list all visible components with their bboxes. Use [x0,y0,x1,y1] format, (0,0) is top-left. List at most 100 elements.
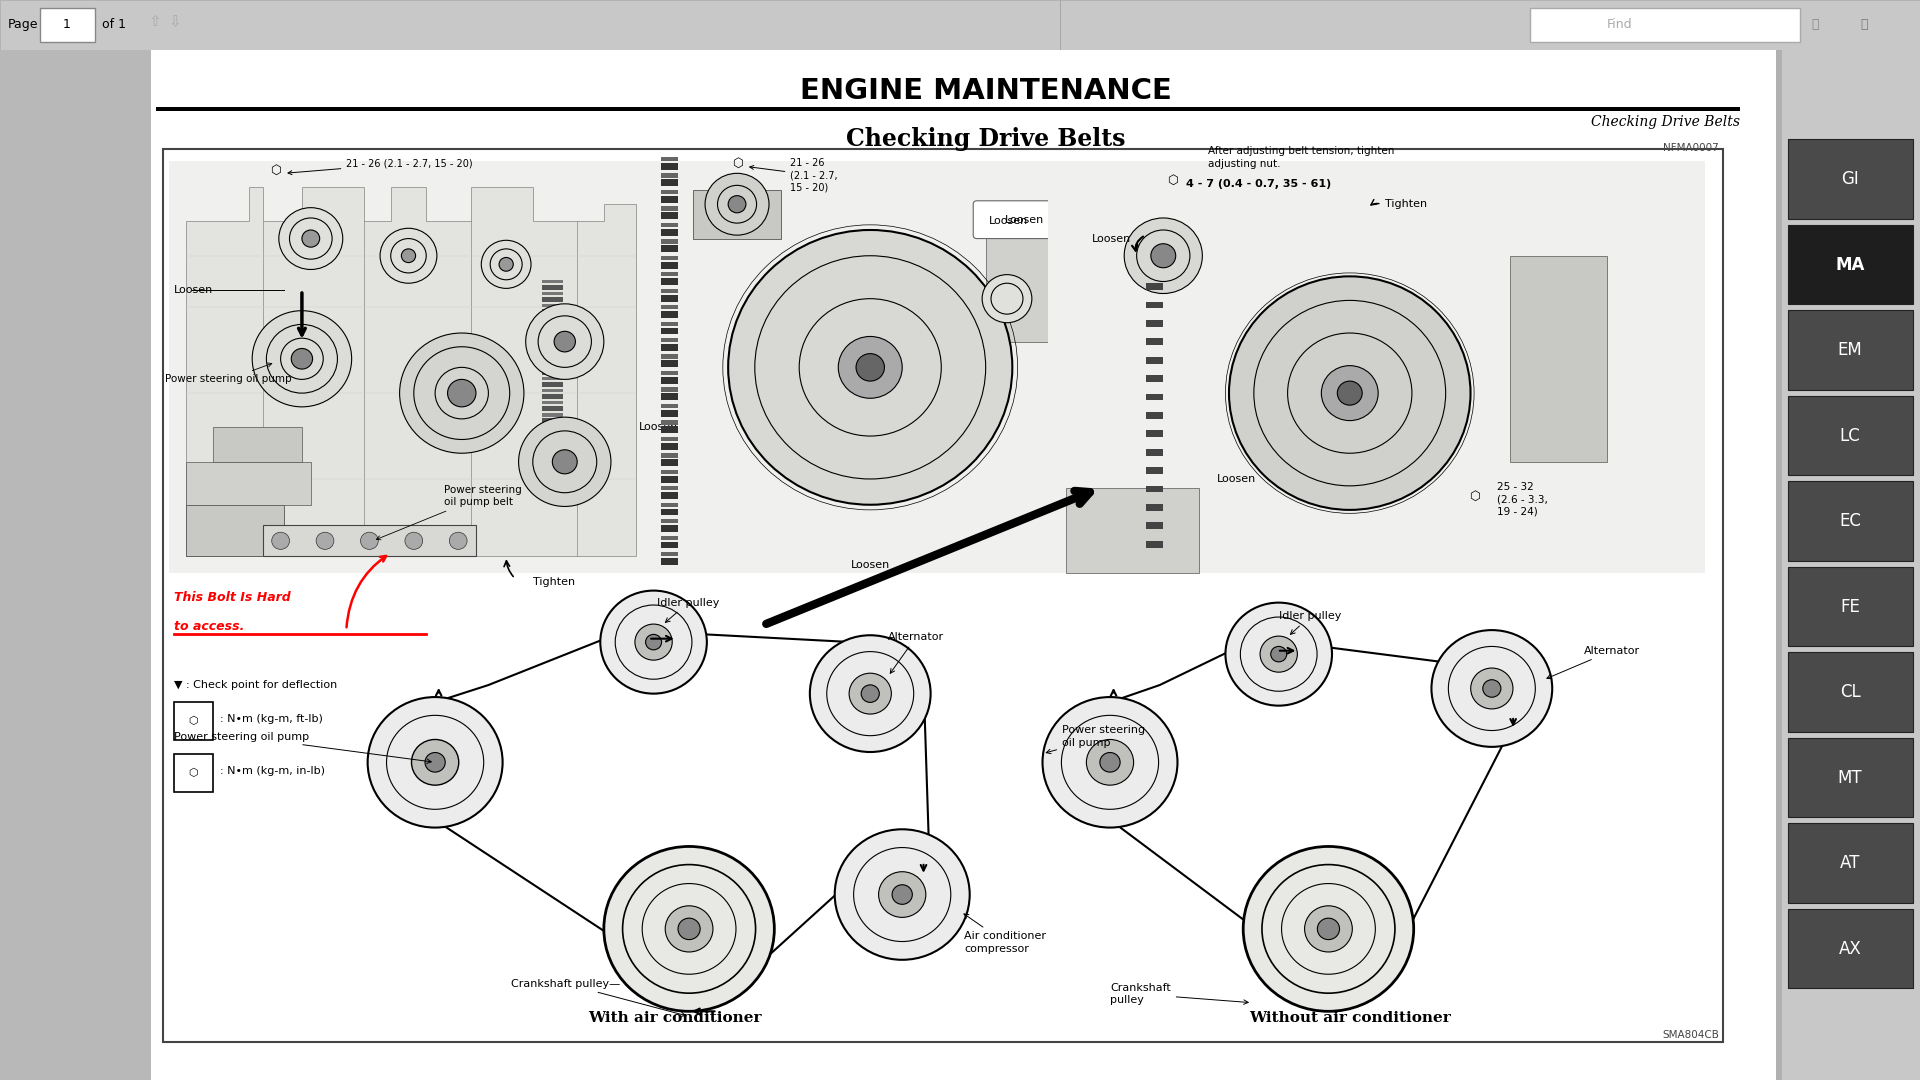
Bar [660,427,678,433]
Bar [660,327,678,335]
Bar [1788,823,1912,903]
Bar [660,404,678,408]
Bar [660,519,678,524]
Circle shape [1317,918,1340,940]
Bar [660,536,678,540]
Circle shape [983,274,1031,323]
Bar [541,280,563,283]
Bar [660,288,678,293]
Bar [541,443,563,448]
Text: With air conditioner: With air conditioner [588,1011,762,1025]
Bar [660,195,678,203]
Text: 25 - 32
(2.6 - 3.3,
19 - 24): 25 - 32 (2.6 - 3.3, 19 - 24) [1498,482,1548,517]
Bar [660,459,678,467]
Text: Loosen: Loosen [1006,215,1044,225]
Bar [660,475,678,483]
Bar [660,245,678,252]
Bar [541,346,563,351]
Circle shape [1229,276,1471,510]
Bar [1788,310,1912,390]
Bar [541,401,563,404]
Bar [1146,486,1164,492]
Circle shape [399,333,524,454]
Text: ENGINE MAINTENANCE: ENGINE MAINTENANCE [801,77,1171,105]
Circle shape [849,673,891,714]
Bar [660,443,678,449]
Text: CL: CL [1839,683,1860,701]
Circle shape [1043,697,1177,827]
Text: : N•m (kg-m, in-lb): : N•m (kg-m, in-lb) [221,766,324,775]
Circle shape [728,230,1012,504]
Circle shape [1304,906,1352,951]
Circle shape [273,532,290,550]
Text: Loosen: Loosen [989,216,1029,227]
Circle shape [645,634,662,650]
Bar [1788,909,1912,988]
Circle shape [317,532,334,550]
Text: Idler pulley: Idler pulley [1279,611,1340,634]
Bar [175,702,213,740]
Text: LC: LC [1839,427,1860,445]
Text: Idler pulley: Idler pulley [657,597,720,622]
Circle shape [1150,244,1175,268]
Bar [660,174,678,178]
Text: of 1: of 1 [102,18,127,31]
Bar [175,754,213,792]
Bar [1146,320,1164,327]
Text: FE: FE [1839,597,1860,616]
Circle shape [1271,647,1286,662]
Bar [1146,375,1164,382]
Bar [660,229,678,235]
Circle shape [856,353,885,381]
Bar [541,426,563,429]
Bar [541,474,563,477]
Bar [541,334,563,338]
Circle shape [1260,636,1298,672]
Bar [541,340,563,343]
Bar [1146,504,1164,511]
Circle shape [1321,366,1379,420]
Circle shape [1225,603,1332,705]
Text: 🔍: 🔍 [1811,18,1818,31]
Bar [541,467,563,472]
Text: This Bolt Is Hard: This Bolt Is Hard [175,591,290,604]
Text: Loosen: Loosen [1092,233,1131,244]
Circle shape [424,753,445,772]
Circle shape [518,417,611,507]
Circle shape [862,685,879,702]
Circle shape [252,311,351,407]
Bar [660,213,678,219]
Circle shape [555,332,576,352]
Bar [1146,393,1164,401]
Bar [186,504,284,556]
Bar [985,221,1048,341]
Text: ⬡: ⬡ [188,768,198,778]
Bar [1788,225,1912,305]
Text: EM: EM [1837,341,1862,359]
Bar [541,365,563,368]
Text: ▼ : Check point for deflection: ▼ : Check point for deflection [175,680,338,690]
Bar [1146,338,1164,346]
Bar [660,525,678,532]
Bar [1146,523,1164,529]
Circle shape [1482,679,1501,698]
Bar [660,502,678,507]
Bar [660,206,678,211]
Text: Tighten: Tighten [1386,199,1427,210]
Text: Without air conditioner: Without air conditioner [1248,1011,1452,1025]
Bar [541,309,563,314]
Circle shape [1100,753,1119,772]
Bar [660,345,678,351]
Bar [541,491,563,496]
Bar [1066,487,1198,573]
Text: Power steering
oil pump belt: Power steering oil pump belt [376,485,522,540]
Circle shape [447,379,476,407]
Bar [541,437,563,441]
FancyBboxPatch shape [973,201,1077,239]
Bar [541,382,563,387]
Text: Page: Page [8,18,38,31]
Bar [1146,283,1164,291]
Bar [541,406,563,411]
Text: 🔍: 🔍 [1860,18,1868,31]
Text: EC: EC [1839,512,1860,530]
